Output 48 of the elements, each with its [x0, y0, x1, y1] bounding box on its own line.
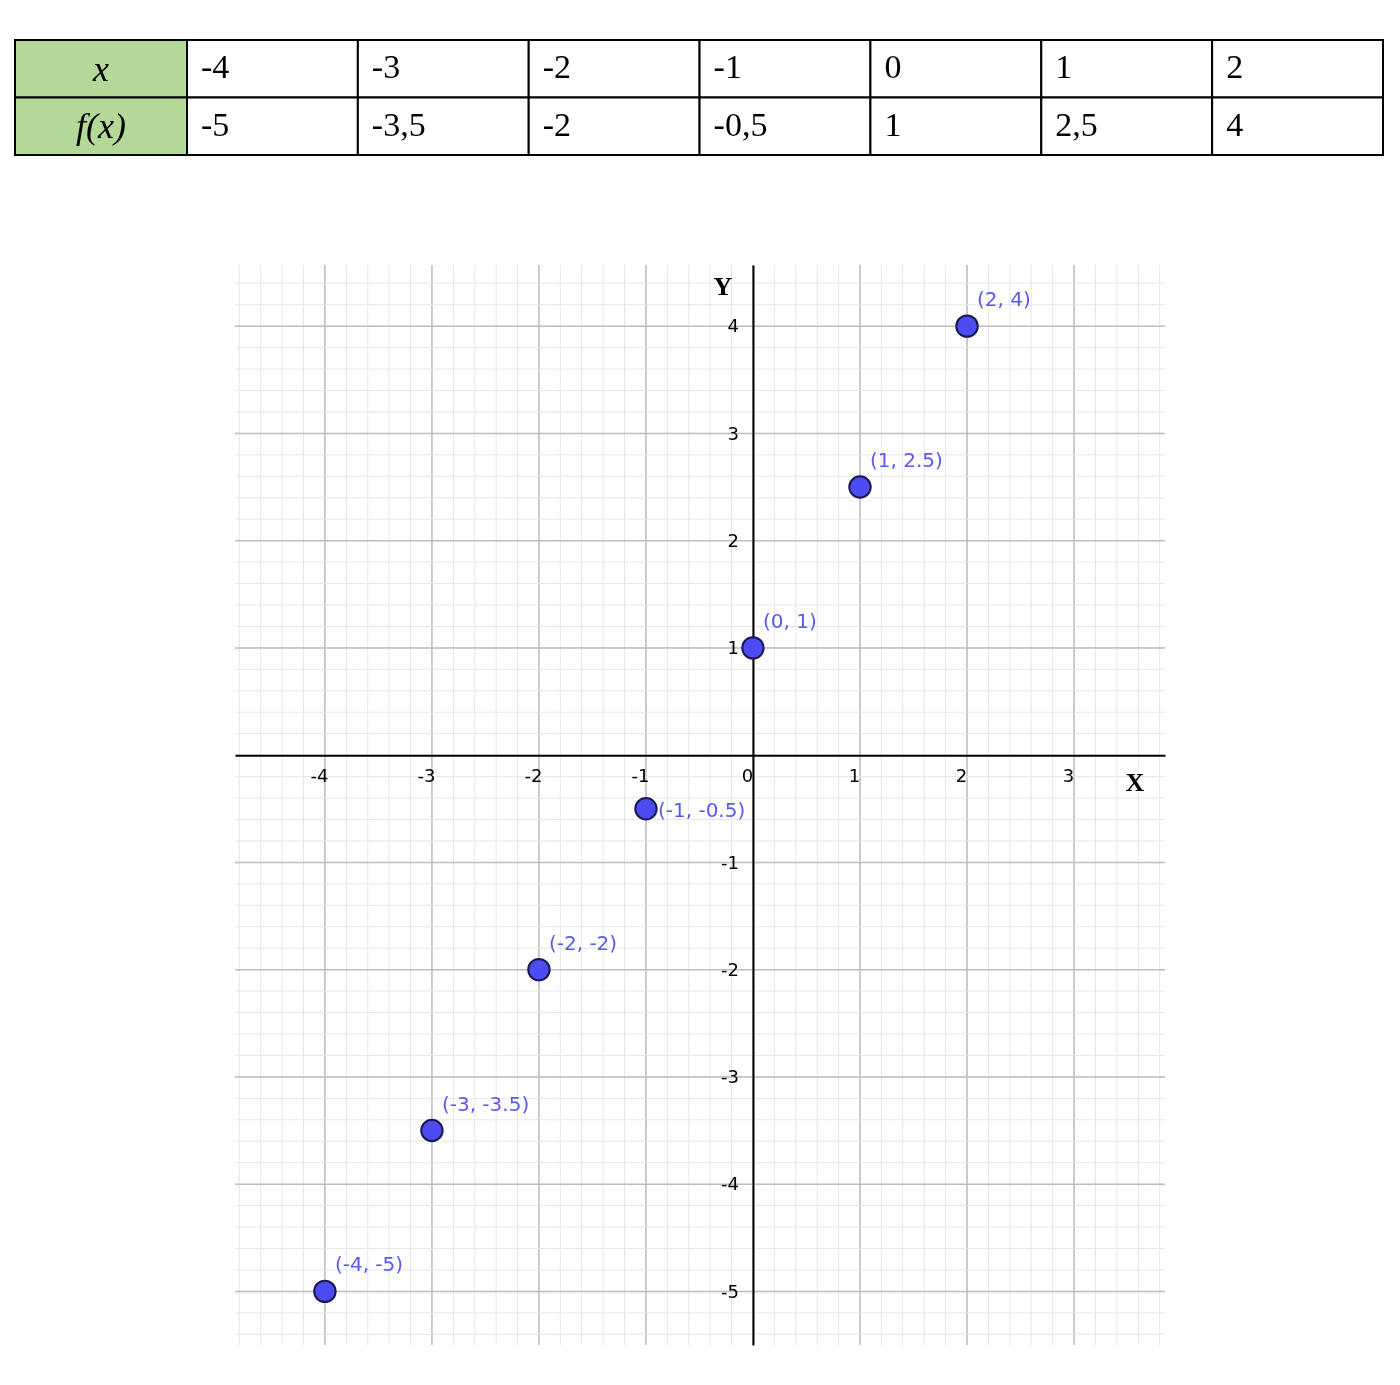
- data-label: (2, 4): [977, 287, 1031, 312]
- data-label: (-3, -3.5): [441, 1091, 530, 1116]
- y-tick-label: 3: [727, 422, 739, 444]
- point: [741, 636, 765, 660]
- x-tick-label: 2: [955, 764, 968, 786]
- data-label: (-4, -5): [334, 1252, 404, 1277]
- text: x: [92, 48, 110, 89]
- x-tick-label: -4: [310, 764, 329, 786]
- y-tick-label: -2: [721, 958, 739, 980]
- point: [955, 314, 979, 338]
- text: 1: [1055, 48, 1073, 85]
- point: [634, 797, 658, 821]
- y-tick-label: 4: [727, 315, 739, 337]
- text: -5: [201, 105, 230, 143]
- point: [420, 1118, 444, 1143]
- text: -2: [542, 48, 572, 85]
- text: f(x): [76, 106, 126, 147]
- data-label: (-2, -2): [548, 930, 618, 955]
- x-axis-title: X: [1125, 768, 1145, 798]
- text: 1: [884, 105, 902, 143]
- y-tick-label: 2: [727, 529, 739, 551]
- point: [848, 475, 872, 499]
- text: -3: [371, 48, 401, 85]
- text: -3,5: [371, 105, 426, 143]
- x-tick-label: 3: [1062, 764, 1075, 786]
- point: [527, 957, 551, 982]
- text: -0,5: [713, 105, 768, 143]
- y-tick-label: 1: [727, 637, 739, 659]
- y-tick-label: -4: [721, 1173, 739, 1195]
- data-label: (0, 1): [762, 608, 817, 633]
- x-tick-label: 0: [741, 764, 754, 786]
- text: -2: [542, 105, 572, 143]
- text: 2: [1226, 48, 1244, 85]
- x-tick-label: -3: [417, 764, 436, 786]
- data-label: (1, 2.5): [869, 448, 943, 473]
- text: 2,5: [1055, 105, 1098, 143]
- x-tick-label: 1: [848, 764, 861, 786]
- text: -4: [201, 48, 230, 85]
- y-axis-title: Y: [713, 272, 733, 301]
- x-tick-label: -1: [631, 764, 650, 786]
- data-label: (-1, -0.5): [657, 797, 746, 822]
- text: 4: [1226, 105, 1244, 143]
- text: 0: [884, 48, 902, 85]
- point: [313, 1279, 337, 1304]
- y-tick-label: -1: [721, 851, 739, 873]
- x-tick-label: -2: [524, 764, 543, 786]
- y-tick-label: -5: [721, 1280, 739, 1302]
- y-tick-label: -3: [721, 1066, 739, 1088]
